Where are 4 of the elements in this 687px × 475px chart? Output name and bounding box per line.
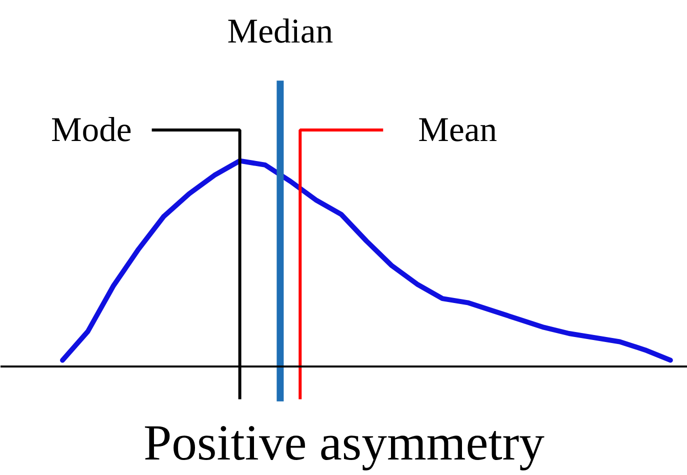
text: Positive asymmetry — [144, 414, 546, 470]
text: Mode — [50, 111, 132, 149]
text: Median — [227, 12, 334, 50]
text: Mean — [418, 111, 498, 149]
